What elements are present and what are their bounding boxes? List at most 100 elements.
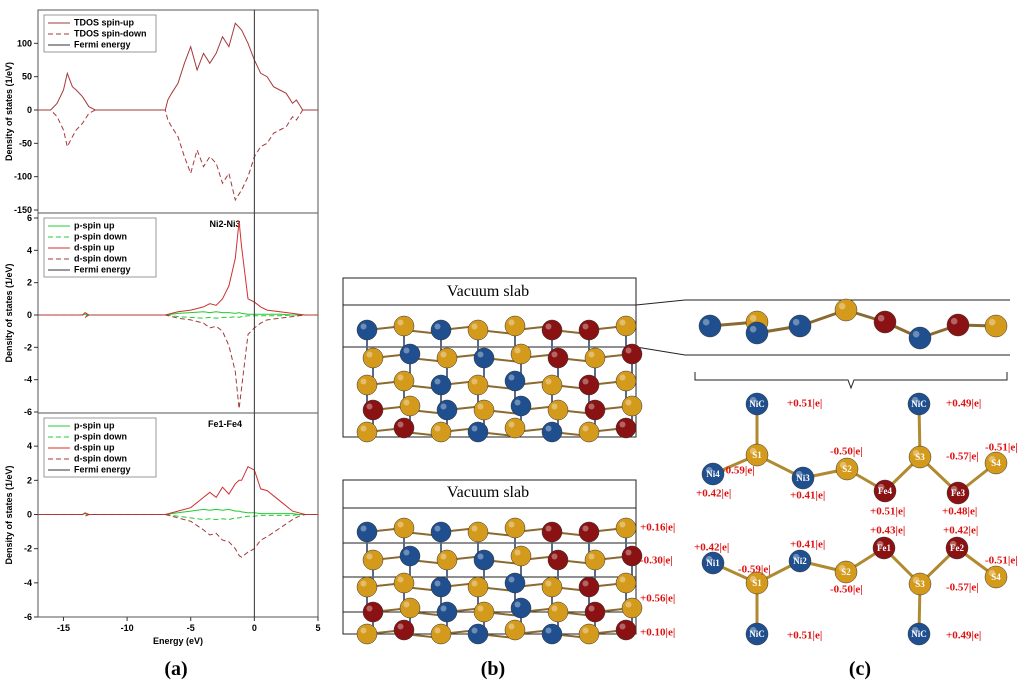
- atom-highlight: [588, 605, 595, 612]
- atom-charge: -0.51|e|: [985, 555, 1018, 567]
- atom-highlight: [514, 601, 521, 608]
- y-axis-label: Density of states (1/eV): [4, 465, 14, 564]
- atom: [584, 549, 606, 571]
- atom-highlight: [366, 403, 373, 410]
- y-tick-label: -4: [24, 578, 32, 588]
- atom-highlight: [619, 421, 626, 428]
- atom: [430, 421, 452, 443]
- atom-highlight: [508, 319, 515, 326]
- x-tick-label: -15: [57, 623, 70, 633]
- x-tick-label: 5: [315, 623, 320, 633]
- atom: [584, 601, 606, 623]
- y-tick-label: 2: [27, 278, 32, 288]
- atom-highlight: [360, 580, 367, 587]
- atom: [467, 421, 489, 443]
- atom: [615, 517, 637, 539]
- bracket: [694, 372, 1008, 390]
- y-tick-label: 50: [22, 72, 32, 82]
- atom: [945, 536, 969, 560]
- chart-title: Fe1-Fe4: [208, 419, 242, 429]
- atom-highlight: [911, 626, 919, 634]
- legend-label: Fermi energy: [74, 39, 131, 49]
- atom-label: Fe1: [877, 543, 891, 553]
- atom-highlight: [397, 576, 404, 583]
- atom-label: Fe3: [951, 488, 965, 498]
- atom: [504, 619, 526, 641]
- atom: [547, 601, 569, 623]
- chart: -6 -4 -2 0 2 4 -15 -10 -5 0 5 Energy (eV) Density of…: [4, 412, 321, 646]
- dos-line: [38, 514, 318, 558]
- atom-highlight: [749, 325, 757, 333]
- atom: [584, 347, 606, 369]
- atom: [362, 549, 384, 571]
- atom-highlight: [877, 483, 885, 491]
- atom: [356, 374, 378, 396]
- atom-charge: -0.59|e|: [722, 465, 755, 477]
- atom: [547, 399, 569, 421]
- legend-label: p-spin up: [74, 220, 115, 230]
- atom: [791, 466, 815, 490]
- atom-highlight: [588, 553, 595, 560]
- atom-highlight: [360, 378, 367, 385]
- atom-highlight: [988, 318, 996, 326]
- slab-label: Vacuum slab: [447, 283, 529, 300]
- legend-box: [43, 14, 157, 53]
- atom-highlight: [551, 605, 558, 612]
- atom-highlight: [508, 374, 515, 381]
- atom: [399, 395, 421, 417]
- y-tick-label: 0: [27, 310, 32, 320]
- atom-highlight: [949, 540, 957, 548]
- atom: [984, 565, 1008, 589]
- atom: [510, 395, 532, 417]
- atom-highlight: [403, 601, 410, 608]
- layer-charge: +0.16|e|: [640, 522, 675, 534]
- atom-charge: -0.57|e|: [946, 451, 979, 463]
- atom-highlight: [749, 447, 757, 455]
- atom-highlight: [551, 553, 558, 560]
- atom-label: NiC: [911, 629, 927, 639]
- dos-line: [38, 22, 318, 111]
- atom: [467, 623, 489, 645]
- atom-highlight: [625, 549, 632, 556]
- atom: [834, 560, 858, 584]
- atom: [362, 601, 384, 623]
- atom-highlight: [877, 314, 885, 322]
- atom-label: S2: [841, 567, 851, 577]
- atom-highlight: [912, 576, 920, 584]
- atom-highlight: [440, 553, 447, 560]
- atom: [504, 417, 526, 439]
- atom-charge: +0.51|e|: [870, 506, 905, 518]
- y-tick-label: -50: [19, 138, 32, 148]
- y-tick-label: -2: [24, 342, 32, 352]
- atom-highlight: [839, 461, 847, 469]
- atom: [436, 347, 458, 369]
- atom-highlight: [471, 627, 478, 634]
- atom: [621, 395, 643, 417]
- legend-label: p-spin down: [74, 231, 127, 241]
- atom-label: S4: [991, 458, 1001, 468]
- atom: [835, 457, 859, 481]
- cluster: NiC +0.51|e| S1 -0.59|e|Ni4 +0.42|e| Ni3 +0.41…: [696, 392, 1018, 518]
- atom: [615, 417, 637, 439]
- atom: [356, 521, 378, 543]
- atom-highlight: [912, 330, 920, 338]
- atom: [745, 321, 769, 345]
- atom: [504, 517, 526, 539]
- y-tick-label: 4: [27, 245, 32, 255]
- atom: [984, 451, 1008, 475]
- atom: [788, 549, 812, 573]
- atom-highlight: [360, 627, 367, 634]
- atom: [430, 521, 452, 543]
- atom-charge: +0.43|e|: [870, 525, 905, 537]
- atom-charge: +0.42|e|: [694, 542, 729, 554]
- atom-highlight: [508, 421, 515, 428]
- y-tick-label: 4: [27, 441, 32, 451]
- atom-highlight: [950, 317, 958, 325]
- atom-charge: +0.49|e|: [946, 630, 981, 642]
- atom: [615, 315, 637, 337]
- atom-highlight: [876, 540, 884, 548]
- y-tick-label: -6: [24, 407, 32, 417]
- atom-highlight: [702, 318, 710, 326]
- atom-highlight: [588, 351, 595, 358]
- atom: [541, 521, 563, 543]
